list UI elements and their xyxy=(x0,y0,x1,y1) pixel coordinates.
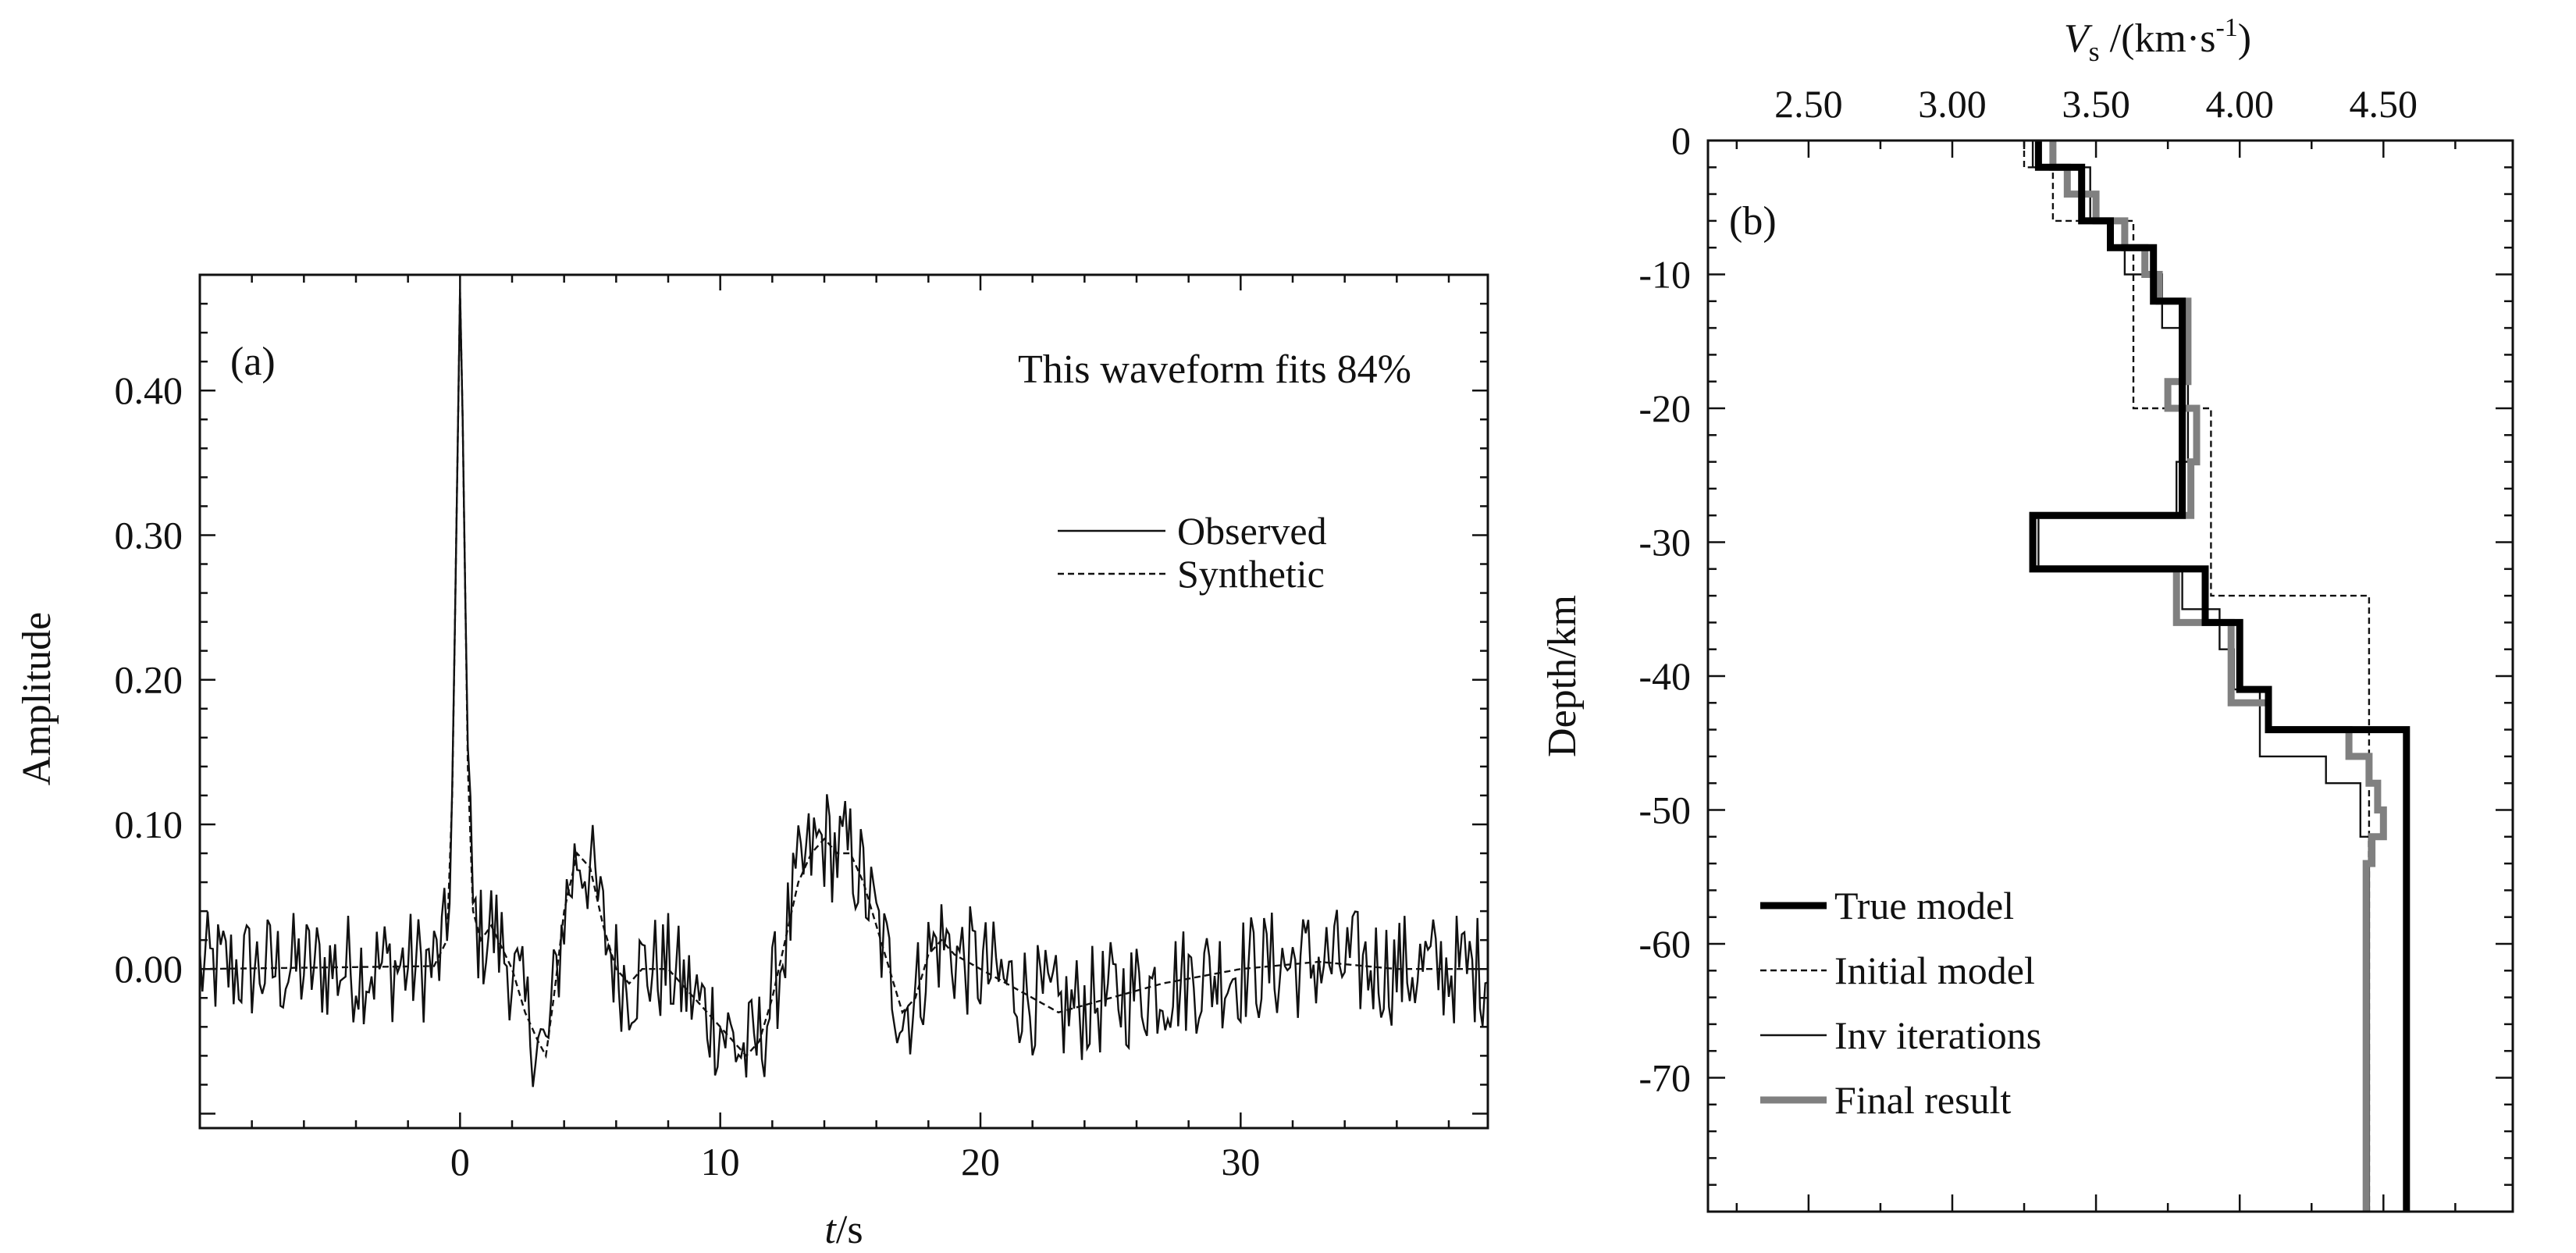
x-label-unit: /s xyxy=(836,1208,863,1252)
velocity-lines xyxy=(2023,141,2411,1212)
depth-tick-label: -20 xyxy=(1638,386,1691,430)
depth-tick-label: -50 xyxy=(1638,788,1691,832)
initial-model-line xyxy=(2023,141,2371,1212)
y-tick-label: 0.40 xyxy=(115,368,183,412)
depth-tick-label: -70 xyxy=(1638,1056,1691,1100)
velocity-legend: True model Initial model Inv iterations … xyxy=(1760,884,2041,1122)
vs-subscript: s xyxy=(2089,36,2100,67)
waveform-lines xyxy=(198,289,1489,1087)
waveform-y-axis-label: Amplitude xyxy=(15,612,59,785)
velocity-ticks: 2.50 3.00 3.50 4.00 4.50 0 -10 -20 -30 -40 -50 -60 -… xyxy=(1638,82,2513,1213)
waveform-frame xyxy=(198,273,1489,1130)
depth-tick-label: -60 xyxy=(1638,922,1691,966)
observed-waveform-line xyxy=(198,289,1489,1087)
panel-a-label: (a) xyxy=(230,340,276,384)
legend-synthetic-label: Synthetic xyxy=(1177,552,1325,596)
true-model-line xyxy=(2029,141,2411,1212)
y-tick-label: 0.30 xyxy=(115,513,183,557)
waveform-ticks: 0 10 20 30 0.00 0.10 0.20 0.30 0.40 xyxy=(115,275,1488,1184)
synthetic-waveform-line xyxy=(200,289,1488,1059)
vs-unit: /(km·s xyxy=(2100,16,2216,61)
legend-inv-iterations-label: Inv iterations xyxy=(1834,1013,2041,1057)
vs-variable: V xyxy=(2064,16,2093,61)
legend-true-model-label: True model xyxy=(1834,884,2014,927)
x-label-variable: t xyxy=(824,1208,837,1252)
y-tick-label: 0.20 xyxy=(115,658,183,702)
legend-final-result-label: Final result xyxy=(1834,1078,2011,1122)
depth-tick-label: 0 xyxy=(1671,119,1691,162)
panel-b-label: (b) xyxy=(1729,199,1777,244)
vs-close: ) xyxy=(2238,16,2251,61)
x-tick-label: 20 xyxy=(961,1140,1000,1184)
vs-tick-label: 3.00 xyxy=(1918,82,1987,126)
waveform-legend: Observed Synthetic xyxy=(1058,509,1327,596)
vs-superscript: -1 xyxy=(2215,13,2237,42)
vs-tick-label: 4.00 xyxy=(2205,82,2274,126)
velocity-y-axis-label: Depth/km xyxy=(1540,595,1585,757)
x-tick-label: 30 xyxy=(1221,1140,1260,1184)
y-tick-label: 0.10 xyxy=(115,803,183,846)
depth-tick-label: -10 xyxy=(1638,253,1691,297)
vs-tick-label: 3.50 xyxy=(2062,82,2130,126)
vs-tick-label: 2.50 xyxy=(1774,82,1843,126)
velocity-x-axis-label: Vs /(km·s-1) xyxy=(2064,13,2251,67)
vs-tick-label: 4.50 xyxy=(2350,82,2418,126)
x-tick-label: 10 xyxy=(701,1140,740,1184)
waveform-x-axis-label: t/s xyxy=(824,1208,863,1252)
waveform-panel: 0 10 20 30 0.00 0.10 0.20 0.30 0.40 (a) This wav… xyxy=(15,273,1489,1252)
velocity-frame xyxy=(1706,139,2514,1213)
final-result-line xyxy=(2029,141,2387,1212)
velocity-panel: 2.50 3.00 3.50 4.00 4.50 0 -10 -20 -30 -40 -50 -60 -… xyxy=(1540,13,2514,1213)
legend-observed-label: Observed xyxy=(1177,509,1327,553)
depth-tick-label: -40 xyxy=(1638,654,1691,698)
fit-annotation: This waveform fits 84% xyxy=(1018,347,1411,392)
inv-iterations-line xyxy=(2031,141,2371,1212)
legend-initial-model-label: Initial model xyxy=(1834,949,2035,992)
depth-tick-label: -30 xyxy=(1638,521,1691,564)
x-tick-label: 0 xyxy=(450,1140,470,1184)
y-tick-label: 0.00 xyxy=(115,947,183,991)
